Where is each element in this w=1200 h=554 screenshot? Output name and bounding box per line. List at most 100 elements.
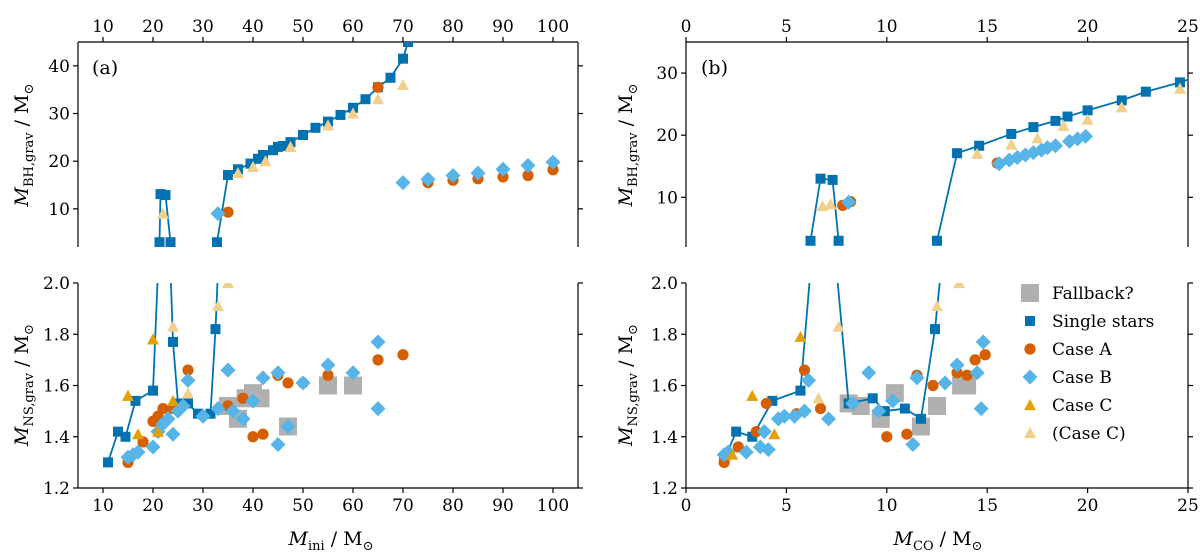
point-case-c [157,207,169,219]
point-case-b [280,419,296,434]
xtick-label-top: 60 [342,17,364,37]
point-case-b [1078,128,1094,144]
xtick-label-bottom: 15 [976,496,998,516]
series-line-single-stars-0 [809,177,840,241]
point-case-b [796,403,812,419]
point-case-a [881,431,893,443]
point-single-stars [929,324,940,335]
xtick-label-bottom: 5 [781,496,792,516]
xtick-label-bottom: 0 [681,496,692,516]
svg-text:MBH,grav / M⊙: MBH,grav / M⊙ [615,84,641,208]
point-single-stars [867,393,878,404]
point-fallback [344,376,362,395]
point-single-stars [795,385,806,396]
point-single-stars [223,170,233,181]
xtick-label-bottom: 60 [342,496,364,516]
svg-text:MBH,grav / M⊙: MBH,grav / M⊙ [11,84,37,208]
point-case-a [951,367,963,379]
point-single-stars [183,398,193,409]
point-single-stars [805,235,816,246]
xtick-label-top: 0 [681,17,692,37]
point-case-b [180,372,196,388]
point-case-a [182,364,194,376]
point-case-c [746,389,759,401]
xtick-label-bottom: 10 [92,496,114,516]
point-single-stars [160,190,171,201]
point-case-a [157,402,169,415]
ytick-label: 1.2 [651,479,678,499]
point-case-c [1173,82,1186,94]
xtick-label-top: 90 [492,17,514,37]
point-case-c [167,320,179,332]
point-single-stars [120,431,131,442]
point-single-stars [310,122,321,133]
point-single-stars [747,431,758,442]
point-case-b [195,408,211,424]
ytick-label: 40 [48,57,70,77]
point-case-b [949,357,965,373]
point-case-a [798,364,811,376]
point-case-c [247,160,259,173]
xtick-label-bottom: 100 [537,496,569,516]
point-case-a [322,369,334,381]
point-case-c [259,155,272,167]
plot-area-0 [154,42,561,247]
xtick-label-top: 100 [537,17,569,37]
point-case-b [255,370,271,386]
point-single-stars [193,408,203,419]
legend-item-case-b: Case B [1022,368,1112,388]
point-case-c [372,93,384,105]
point-single-stars [245,158,256,169]
point-single-stars [1140,86,1151,97]
point-case-b [520,157,536,173]
point-single-stars [205,408,216,419]
point-case-c [232,167,244,179]
xtick-label-bottom: 30 [192,496,214,516]
xtick-label-top: 5 [781,17,792,37]
point-case-c [322,119,334,131]
point-case-a [372,354,384,366]
point-single-stars [767,395,778,406]
point-single-stars [113,426,123,437]
xtick-label-top: 15 [976,17,998,37]
legend-item-fallback: Fallback? [1021,284,1134,304]
point-case-c [824,198,837,210]
plot-area-2 [805,77,1188,246]
point-case-b [130,444,146,460]
point-case-a [222,206,234,218]
point-case-c [132,428,144,440]
point-fallback [958,376,977,395]
point-single-stars [130,395,141,406]
xtick-label-top: 20 [1077,17,1099,37]
point-case-c [284,140,297,152]
point-fallback [928,397,946,415]
point-case-b [220,362,236,378]
legend-label: Case C [1052,396,1112,416]
point-case-a [282,377,294,389]
point-case-a [247,431,259,443]
series-line-single-stars-1 [936,78,1188,241]
xtick-label-bottom: 70 [392,496,414,516]
point-case-b [885,393,901,409]
point-single-stars [210,324,221,335]
point-case-b [786,408,802,424]
ytick-label: 1.4 [43,428,70,448]
point-case-b [937,375,953,391]
panel-label-a: (a) [92,57,118,79]
point-case-c [1005,138,1018,150]
svg-text:MNS,grav / M⊙: MNS,grav / M⊙ [615,324,641,447]
point-case-b [969,365,985,381]
ytick-label: 10 [48,200,70,220]
ytick-label: 20 [48,152,70,172]
data-marks [103,42,1188,468]
point-case-c [212,300,224,312]
xtick-label-bottom: 25 [1177,496,1199,516]
point-case-b [165,426,181,442]
legend-marker [1024,343,1036,355]
point-case-c [1057,119,1070,131]
point-single-stars [173,398,183,409]
legend-marker [1024,427,1036,439]
point-case-c [726,448,739,460]
xlabel-mco: MCO / M⊙ [893,528,983,554]
